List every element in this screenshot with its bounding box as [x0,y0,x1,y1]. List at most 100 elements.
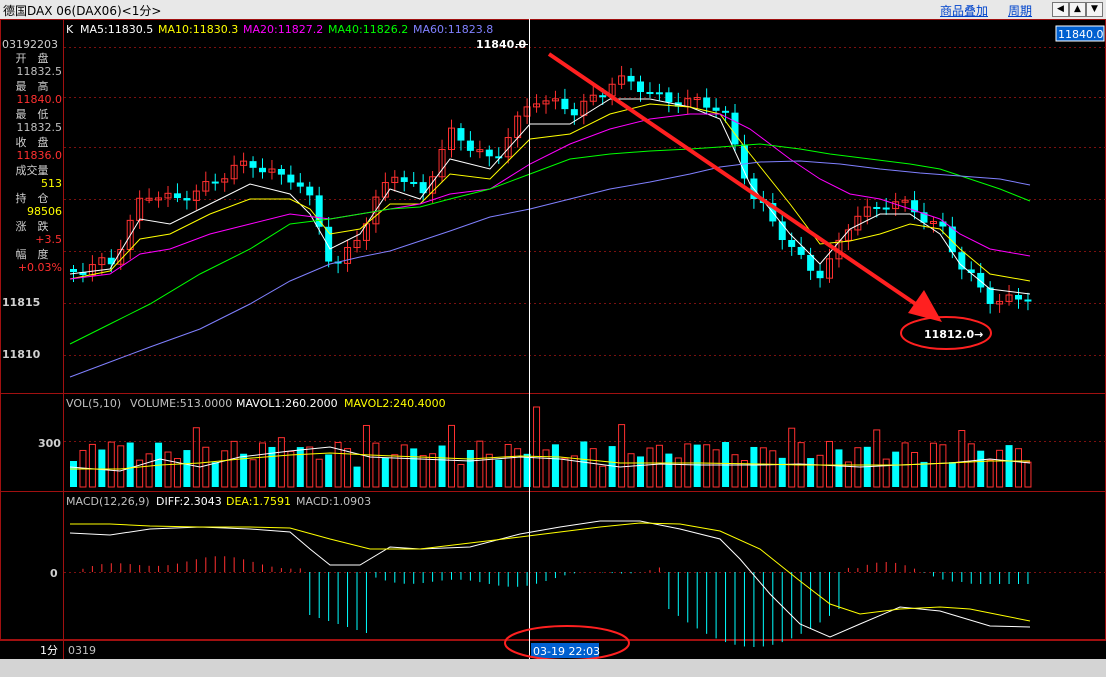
candle-body-down [1015,295,1022,300]
candle-body-down [277,169,285,175]
candle-body-down [911,200,919,213]
volume-bar-up [344,448,352,488]
volume-bar-up [882,458,890,488]
candle-body-down [306,186,314,196]
period-menu-link[interactable]: 周期 [1008,4,1033,18]
info-value-close: 11836.0 [16,149,63,162]
volume-bar-up [277,437,285,488]
candle-body-down [400,177,408,182]
candle-body-up [523,106,531,117]
macd-histogram [82,556,1029,647]
candle-body-up [268,168,276,173]
ma10-line [69,103,1031,282]
volume-bar-up [684,443,692,488]
scroll-left-icon[interactable]: ◀ [1052,2,1069,17]
volume-bar-down [466,449,474,487]
volume-bar-down [693,444,701,487]
volume-bar-down [495,459,503,487]
ma60-legend: MA60:11823.8 [413,23,493,36]
candle-body-down [967,269,975,273]
info-label-low: 最 低 [15,108,49,121]
volume-bar-down [211,462,219,487]
volume-bar-up [287,450,295,488]
candle-body-down [1024,299,1032,302]
overlay-menu-link[interactable]: 商品叠加 [940,4,989,18]
volume-bar-down [126,442,134,487]
volume-bar-up [259,442,266,488]
volume-bar-down [551,444,559,487]
candle-body-down [485,149,493,157]
volume-bar-up [202,446,210,488]
window-titlebar: 德国DAX 06(DAX06)<1分> 商品叠加 周期 ◀ ▲ ▼ [0,0,1106,20]
candle-body-down [79,272,87,276]
volume-bar-up [514,448,522,488]
info-label-pct: 幅 度 [15,248,49,261]
cursor-time-circle [504,625,630,659]
volume-bar-up [372,442,380,488]
candle-body-down [637,81,644,93]
candle-body-up [551,98,559,102]
candle-body-down [873,206,881,209]
kline-chart[interactable]: K MA5:11830.5 MA10:11830.3 MA20:11827.2 … [0,19,1106,659]
volume-bar-down [381,458,389,487]
macd-y-tick: 0 [50,567,58,580]
volume-bar-up [400,444,408,488]
volume-bar-up [674,457,682,488]
candle-body-down [939,221,947,227]
zoom-in-icon[interactable]: ▲ [1069,2,1086,17]
candle-body-up [1005,294,1013,302]
volume-bar-down [325,454,333,487]
volume-bar-down [98,449,106,487]
volume-bar-down [892,451,900,487]
low-price-marker: 11812.0→ [924,328,983,341]
candle-body-up [391,176,399,184]
info-value-volume: 513 [41,177,62,190]
candle-body-down [778,221,786,241]
candle-body-down [740,144,748,179]
candle-body-down [646,92,654,95]
volume-bar-down [1005,445,1013,487]
info-value-open: 11832.5 [16,65,63,78]
mavol1-line [69,446,1031,472]
candle-body-down [948,226,956,253]
volume-bar-up [627,453,635,488]
candle-body-down [712,107,720,111]
volume-bar-down [410,448,418,487]
info-panel: 03192203 开 盘 11832.5 最 高 11840.0 最 低 118… [0,19,64,659]
info-label-open: 开 盘 [15,52,49,65]
price-y-tick-11810: 11810 [2,348,41,361]
volume-bar-up [618,424,626,488]
volume-bar-up [476,440,484,488]
volume-bar-up [334,441,342,488]
dea-line [70,522,1031,622]
candle-body-down [315,195,323,227]
volume-bar-up [570,455,578,488]
info-value-high: 11840.0 [16,93,63,106]
candle-body-down [287,174,295,183]
zoom-out-icon[interactable]: ▼ [1086,2,1103,17]
candle-body-down [655,92,663,95]
volume-bar-up [844,461,852,488]
candle-body-up [145,197,153,201]
info-label-volume: 成交量 [15,164,49,177]
candle-body-up [202,181,210,192]
ma60-line [69,160,1031,378]
volume-bar-up [485,453,493,488]
candle-body-down [703,97,711,108]
volume-bar-down [807,458,815,487]
high-price-marker: 11840.0 [476,38,526,51]
candle-body-down [173,193,181,199]
window-title: 德国DAX 06(DAX06)<1分> [3,4,162,18]
volume-bar-down [920,461,928,487]
info-value-openint: 98506 [27,205,62,218]
cursor-time-label: 03-19 22:03 [533,645,600,658]
volume-bar-up [192,427,200,488]
diff-line [69,520,1031,638]
candle-body-up [844,229,852,241]
volume-bar-up [816,454,824,488]
candle-body-up [192,190,200,201]
candle-body-down [722,110,730,113]
volume-bar-down [240,453,248,487]
candle-body-up [929,221,937,225]
info-label-change: 涨 跌 [15,220,49,233]
